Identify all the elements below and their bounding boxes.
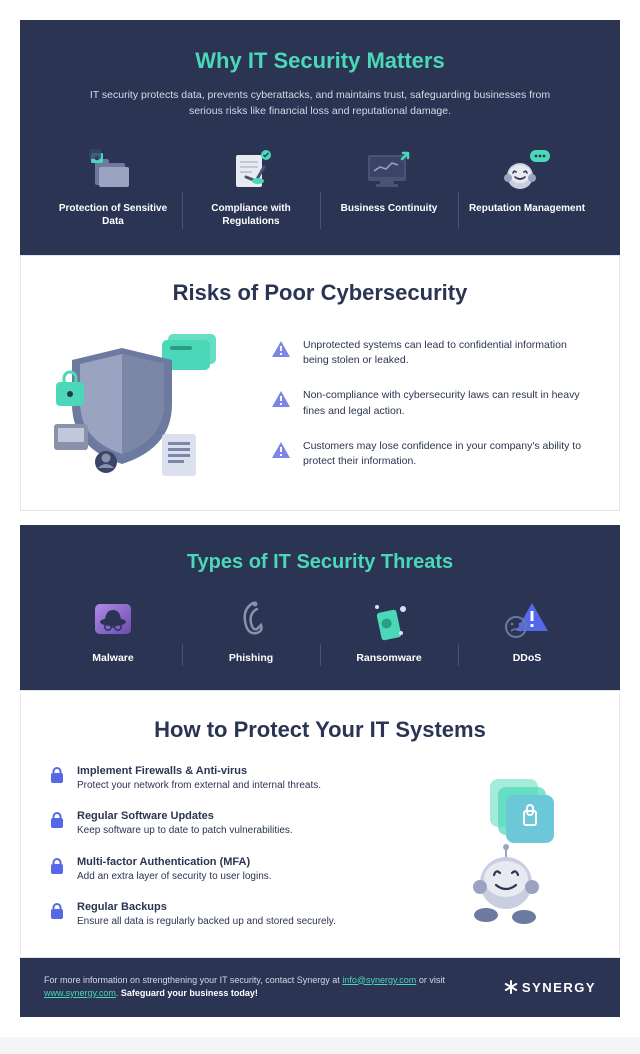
protect-steps-list: Implement Firewalls & Anti-virus Protect… — [49, 765, 423, 929]
risk-item: Non-compliance with cybersecurity laws c… — [271, 388, 593, 418]
risk-text: Customers may lose confidence in your co… — [303, 439, 593, 469]
section3-title: Types of IT Security Threats — [44, 551, 596, 574]
section4-title: How to Protect Your IT Systems — [49, 717, 591, 743]
footer-text: For more information on strengthening yo… — [44, 974, 488, 1001]
threat-label: Phishing — [188, 652, 314, 664]
benefit-item: Reputation Management — [458, 140, 596, 235]
footer-bar: For more information on strengthening yo… — [20, 958, 620, 1017]
threats-row: Malware Phishing — [44, 594, 596, 668]
threat-label: Malware — [50, 652, 176, 664]
warning-alert-icon — [464, 598, 590, 642]
step-content: Implement Firewalls & Anti-virus Protect… — [77, 765, 321, 793]
protect-step: Regular Backups Ensure all data is regul… — [49, 901, 423, 929]
clipboard-check-icon — [190, 146, 312, 194]
benefit-label: Business Continuity — [328, 202, 450, 216]
footer-email-link[interactable]: info@synergy.com — [342, 975, 416, 985]
asterisk-icon — [504, 980, 518, 994]
risk-text: Non-compliance with cybersecurity laws c… — [303, 388, 593, 418]
threat-label: Ransomware — [326, 652, 452, 664]
section1-subtitle: IT security protects data, prevents cybe… — [80, 88, 560, 120]
step-heading: Implement Firewalls & Anti-virus — [77, 765, 321, 777]
brand-logo: SYNERGY — [504, 980, 596, 995]
step-content: Regular Backups Ensure all data is regul… — [77, 901, 336, 929]
brand-name: SYNERGY — [522, 980, 596, 995]
step-heading: Multi-factor Authentication (MFA) — [77, 856, 272, 868]
risk-item: Unprotected systems can lead to confiden… — [271, 338, 593, 368]
threat-item: Ransomware — [320, 594, 458, 668]
benefit-label: Compliance with Regulations — [190, 202, 312, 229]
benefit-item: Protection of Sensitive Data — [44, 140, 182, 235]
folder-shield-icon — [52, 146, 174, 194]
warning-icon — [271, 390, 291, 408]
risk-text: Unprotected systems can lead to confiden… — [303, 338, 593, 368]
threat-item: Malware — [44, 594, 182, 668]
risks-section: Risks of Poor Cybersecurity — [20, 255, 620, 511]
step-desc: Protect your network from external and i… — [77, 779, 321, 793]
step-content: Multi-factor Authentication (MFA) Add an… — [77, 856, 272, 884]
fish-hook-icon — [188, 598, 314, 642]
step-heading: Regular Software Updates — [77, 810, 293, 822]
lock-icon — [49, 902, 65, 920]
step-desc: Keep software up to date to patch vulner… — [77, 824, 293, 838]
threats-section: Types of IT Security Threats Malware — [20, 525, 620, 690]
lock-icon — [49, 811, 65, 829]
warning-icon — [271, 441, 291, 459]
benefits-row: Protection of Sensitive Data Compl — [44, 140, 596, 235]
protect-step: Regular Software Updates Keep software u… — [49, 810, 423, 838]
warning-icon — [271, 340, 291, 358]
benefit-item: Business Continuity — [320, 140, 458, 235]
protect-section: How to Protect Your IT Systems Implement… — [20, 690, 620, 958]
robot-chat-icon — [466, 146, 588, 194]
benefit-label: Protection of Sensitive Data — [52, 202, 174, 229]
spy-hat-icon — [50, 598, 176, 642]
protect-step: Multi-factor Authentication (MFA) Add an… — [49, 856, 423, 884]
threat-label: DDoS — [464, 652, 590, 664]
robot-shield-illustration — [441, 765, 591, 929]
step-heading: Regular Backups — [77, 901, 336, 913]
step-desc: Add an extra layer of security to user l… — [77, 870, 272, 884]
lock-icon — [49, 857, 65, 875]
benefit-item: Compliance with Regulations — [182, 140, 320, 235]
threat-item: DDoS — [458, 594, 596, 668]
step-content: Regular Software Updates Keep software u… — [77, 810, 293, 838]
footer-url-link[interactable]: www.synergy.com — [44, 988, 116, 998]
footer-cta: Safeguard your business today! — [121, 988, 258, 998]
step-desc: Ensure all data is regularly backed up a… — [77, 915, 336, 929]
section2-title: Risks of Poor Cybersecurity — [47, 280, 593, 306]
risks-list: Unprotected systems can lead to confiden… — [271, 338, 593, 469]
footer-mid: or visit — [416, 975, 445, 985]
monitor-chart-icon — [328, 146, 450, 194]
protect-step: Implement Firewalls & Anti-virus Protect… — [49, 765, 423, 793]
lock-icon — [49, 766, 65, 784]
money-sparkle-icon — [326, 598, 452, 642]
shield-lock-illustration — [47, 324, 247, 484]
footer-prefix: For more information on strengthening yo… — [44, 975, 342, 985]
section1-title: Why IT Security Matters — [44, 48, 596, 74]
infographic-page: Why IT Security Matters IT security prot… — [0, 0, 640, 1037]
why-security-section: Why IT Security Matters IT security prot… — [20, 20, 620, 255]
threat-item: Phishing — [182, 594, 320, 668]
risk-item: Customers may lose confidence in your co… — [271, 439, 593, 469]
benefit-label: Reputation Management — [466, 202, 588, 216]
